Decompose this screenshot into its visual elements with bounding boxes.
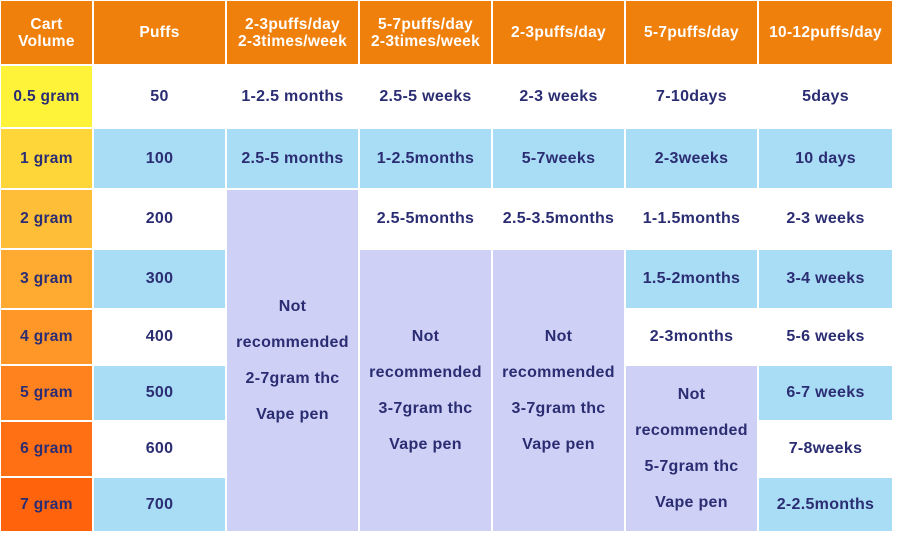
not-recommended-cell-line: 3-7gram thc [511, 399, 606, 417]
duration-cell: 2-3 weeks [759, 190, 892, 248]
duration-cell: 5-7weeks [493, 129, 624, 188]
not-recommended-cell: Not recommended 3-7gram thc Vape pen [360, 250, 491, 531]
not-recommended-cell: Not recommended 2-7gram thc Vape pen [227, 190, 358, 531]
duration-cell: 5days [759, 66, 892, 127]
header-col-b-line: 5-7puffs/day [378, 15, 473, 33]
duration-cell: 1-2.5 months [227, 66, 358, 127]
duration-cell: 2.5-5months [360, 190, 491, 248]
duration-cell: 5-6 weeks [759, 310, 892, 364]
not-recommended-cell-line: recommended [369, 363, 482, 381]
duration-cell: 7-10days [626, 66, 757, 127]
header-col-b-line: 2-3times/week [370, 32, 481, 50]
not-recommended-cell-line: Vape pen [389, 435, 462, 453]
not-recommended-cell-line: Not [677, 385, 706, 403]
not-recommended-cell-line: Vape pen [655, 493, 728, 511]
volume-cell: 4 gram [1, 310, 92, 364]
puffs-cell: 400 [94, 310, 225, 364]
not-recommended-cell-line: Not [544, 327, 573, 345]
header-col-d: 5-7puffs/day [626, 1, 757, 64]
duration-cell: 2-3months [626, 310, 757, 364]
header-col-c: 2-3puffs/day [493, 1, 624, 64]
not-recommended-cell-line: Vape pen [256, 405, 329, 423]
puffs-cell: 600 [94, 422, 225, 476]
duration-cell: 2-3weeks [626, 129, 757, 188]
duration-cell: 1-1.5months [626, 190, 757, 248]
not-recommended-cell-line: 2-7gram thc [245, 369, 340, 387]
not-recommended-cell-line: 5-7gram thc [644, 457, 739, 475]
header-col-b: 5-7puffs/day 2-3times/week [360, 1, 491, 64]
volume-cell: 5 gram [1, 366, 92, 420]
volume-cell: 2 gram [1, 190, 92, 248]
not-recommended-cell-line: recommended [502, 363, 615, 381]
duration-cell: 6-7 weeks [759, 366, 892, 420]
duration-cell: 10 days [759, 129, 892, 188]
header-col-a-line: 2-3puffs/day [245, 15, 340, 33]
volume-cell: 7 gram [1, 478, 92, 531]
volume-cell: 0.5 gram [1, 66, 92, 127]
not-recommended-cell-line: Not [411, 327, 440, 345]
header-col-e: 10-12puffs/day [759, 1, 892, 64]
volume-cell: 3 gram [1, 250, 92, 308]
puffs-cell: 100 [94, 129, 225, 188]
duration-cell: 3-4 weeks [759, 250, 892, 308]
puffs-cell: 50 [94, 66, 225, 127]
header-col-a-line: 2-3times/week [237, 32, 348, 50]
not-recommended-cell-line: Not [278, 297, 307, 315]
not-recommended-cell: Not recommended 5-7gram thc Vape pen [626, 366, 757, 531]
duration-cell: 2.5-5 weeks [360, 66, 491, 127]
header-cart-volume-line: Cart [30, 15, 63, 33]
duration-cell: 2.5-3.5months [493, 190, 624, 248]
not-recommended-cell-line: 3-7gram thc [378, 399, 473, 417]
volume-cell: 1 gram [1, 129, 92, 188]
not-recommended-cell-line: recommended [635, 421, 748, 439]
volume-cell: 6 gram [1, 422, 92, 476]
not-recommended-cell-line: recommended [236, 333, 349, 351]
duration-cell: 7-8weeks [759, 422, 892, 476]
puffs-cell: 300 [94, 250, 225, 308]
header-cart-volume-line: Volume [18, 32, 75, 50]
duration-cell: 1.5-2months [626, 250, 757, 308]
header-puffs: Puffs [94, 1, 225, 64]
header-col-a: 2-3puffs/day 2-3times/week [227, 1, 358, 64]
puffs-cell: 700 [94, 478, 225, 531]
not-recommended-cell-line: Vape pen [522, 435, 595, 453]
duration-cell: 2-3 weeks [493, 66, 624, 127]
duration-cell: 2.5-5 months [227, 129, 358, 188]
duration-cell: 2-2.5months [759, 478, 892, 531]
puffs-cell: 200 [94, 190, 225, 248]
not-recommended-cell: Not recommended 3-7gram thc Vape pen [493, 250, 624, 531]
puffs-cell: 500 [94, 366, 225, 420]
duration-cell: 1-2.5months [360, 129, 491, 188]
header-cart-volume: Cart Volume [1, 1, 92, 64]
